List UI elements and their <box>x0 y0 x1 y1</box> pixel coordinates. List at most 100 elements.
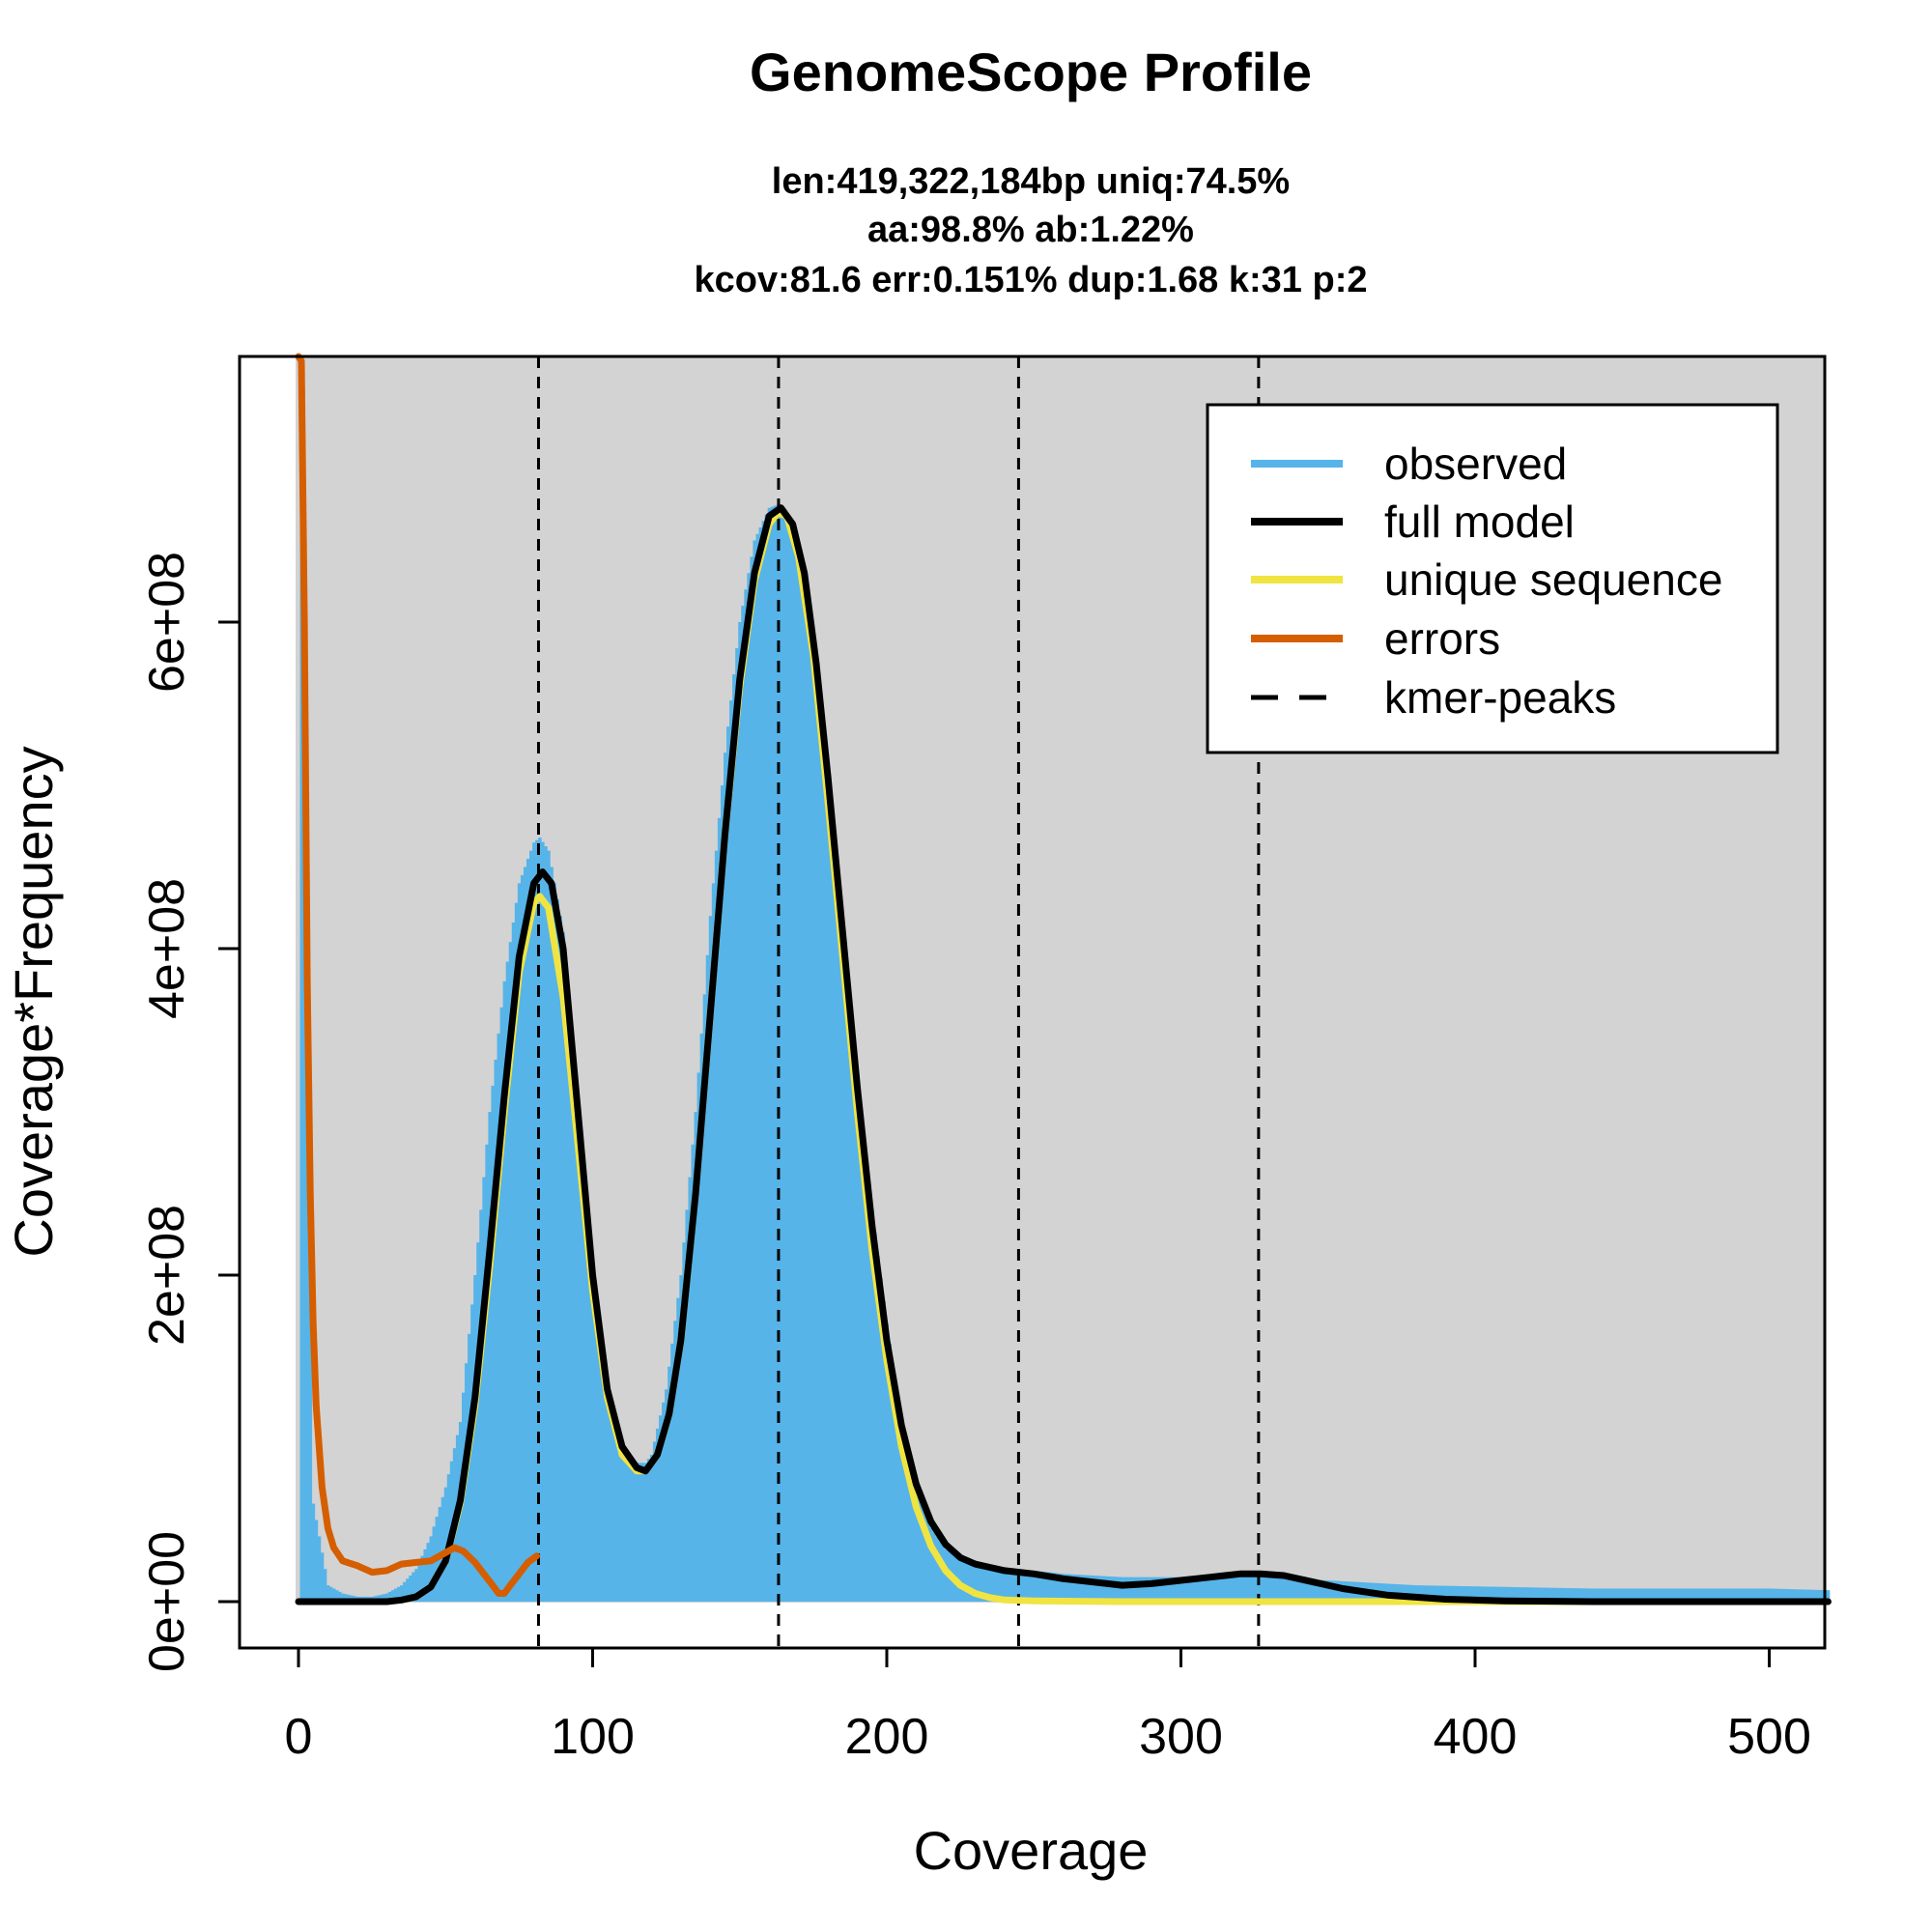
observed-bar <box>1164 1577 1169 1602</box>
observed-bar <box>1808 1589 1813 1602</box>
legend-errors-label: errors <box>1384 613 1500 664</box>
observed-bar <box>1591 1588 1595 1602</box>
observed-bar <box>1712 1588 1716 1602</box>
observed-bar <box>652 1441 657 1602</box>
observed-bar <box>1108 1576 1113 1602</box>
observed-bar <box>332 1588 336 1602</box>
observed-bar <box>1597 1588 1601 1602</box>
observed-bar <box>840 932 845 1602</box>
observed-bar <box>1003 1569 1007 1602</box>
observed-bar <box>673 1321 677 1602</box>
observed-bar <box>341 1593 345 1602</box>
observed-bar <box>1414 1585 1419 1602</box>
observed-bar <box>1264 1577 1268 1602</box>
observed-bar <box>747 573 751 1602</box>
observed-bar <box>1709 1588 1713 1602</box>
observed-bar <box>1256 1576 1260 1602</box>
observed-bar <box>479 1209 483 1602</box>
observed-bar <box>1191 1577 1195 1602</box>
observed-bar <box>403 1581 407 1602</box>
observed-bar <box>317 1536 322 1602</box>
observed-bar <box>508 942 513 1602</box>
observed-bar <box>1718 1588 1721 1602</box>
observed-bar <box>981 1566 986 1602</box>
observed-bar <box>1729 1588 1733 1602</box>
observed-bar <box>1073 1574 1077 1602</box>
observed-bar <box>590 1291 595 1602</box>
observed-bar <box>773 505 778 1603</box>
observed-bar <box>685 1209 689 1602</box>
observed-bar <box>1512 1586 1516 1602</box>
observed-bar <box>1549 1587 1554 1602</box>
observed-bar <box>905 1448 910 1602</box>
observed-bar <box>526 859 530 1602</box>
observed-bar <box>1744 1588 1748 1602</box>
observed-bar <box>576 1112 581 1602</box>
observed-bar <box>1558 1587 1563 1602</box>
observed-bar <box>1555 1587 1560 1602</box>
observed-bar <box>1276 1577 1280 1602</box>
observed-bar <box>323 1569 327 1602</box>
legend-unique-sequence-label: unique sequence <box>1384 554 1722 605</box>
observed-bar <box>573 1075 578 1602</box>
observed-bar <box>302 634 307 1602</box>
observed-bar <box>502 980 507 1602</box>
observed-bar <box>1752 1588 1757 1602</box>
observed-bar <box>1032 1570 1037 1602</box>
observed-bar <box>1023 1570 1028 1602</box>
observed-bar <box>1788 1589 1792 1602</box>
observed-bar <box>553 883 556 1602</box>
observed-bar <box>1296 1578 1301 1602</box>
observed-bar <box>888 1343 892 1602</box>
observed-bar <box>914 1487 919 1602</box>
observed-bar <box>1285 1577 1290 1602</box>
observed-bar <box>659 1415 663 1602</box>
observed-bar <box>1650 1588 1654 1602</box>
observed-bar <box>724 753 727 1602</box>
y-tick-label: 6e+08 <box>139 552 195 693</box>
full-model-line <box>295 504 1832 1605</box>
observed-bar <box>1520 1587 1524 1602</box>
observed-bar <box>797 556 801 1602</box>
observed-bar <box>1079 1575 1083 1602</box>
observed-bar <box>820 732 824 1602</box>
observed-bar <box>899 1422 904 1602</box>
y-tick-label: 2e+08 <box>139 1205 195 1346</box>
observed-bar <box>1020 1570 1024 1602</box>
observed-bar <box>511 922 516 1602</box>
observed-bar <box>1043 1572 1048 1602</box>
observed-bar <box>997 1568 1001 1602</box>
observed-bar <box>1318 1579 1321 1602</box>
observed-bar <box>1046 1572 1051 1602</box>
observed-bar <box>1664 1588 1668 1602</box>
observed-bar <box>390 1590 395 1602</box>
observed-bar <box>891 1363 895 1602</box>
observed-bar <box>691 1144 695 1602</box>
observed-bar <box>846 990 851 1602</box>
observed-bar <box>649 1454 654 1602</box>
observed-bar <box>1450 1585 1454 1602</box>
observed-bar <box>1574 1588 1577 1602</box>
observed-bar <box>1288 1577 1293 1602</box>
observed-bar <box>1426 1585 1431 1602</box>
x-tick-label: 300 <box>1139 1709 1223 1765</box>
observed-bar <box>1129 1577 1133 1602</box>
observed-bar <box>1179 1577 1183 1602</box>
observed-bar <box>1152 1577 1157 1602</box>
observed-bar <box>1114 1577 1119 1602</box>
observed-bar <box>1217 1576 1221 1602</box>
observed-bar <box>1797 1589 1801 1602</box>
observed-bar <box>299 356 303 1602</box>
observed-bar <box>1323 1579 1327 1602</box>
observed-bar <box>1547 1587 1551 1602</box>
observed-bar <box>1321 1579 1324 1602</box>
observed-bar <box>867 1183 871 1602</box>
observed-bar <box>393 1588 398 1602</box>
observed-bar <box>917 1495 922 1602</box>
observed-bar <box>632 1459 637 1602</box>
observed-bar <box>517 883 522 1602</box>
observed-bar <box>1326 1580 1330 1602</box>
observed-bar <box>835 873 839 1602</box>
observed-bar <box>1432 1585 1436 1602</box>
observed-bar <box>1279 1577 1283 1602</box>
